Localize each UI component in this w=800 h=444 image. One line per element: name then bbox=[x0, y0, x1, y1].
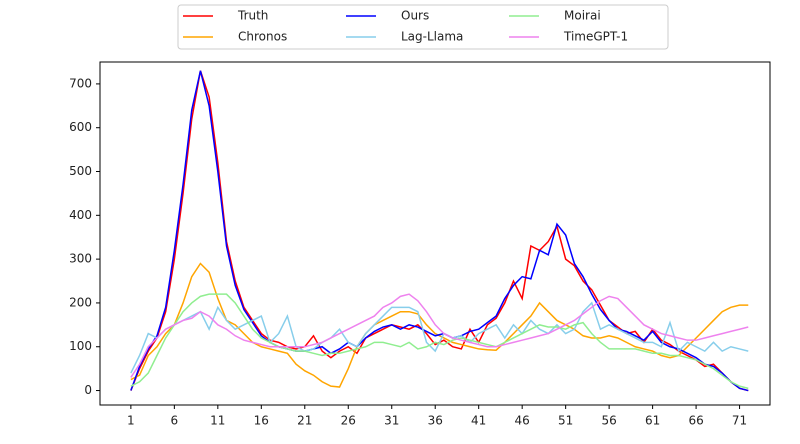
plot-frame bbox=[99, 61, 771, 406]
x-tick-label: 16 bbox=[254, 414, 269, 428]
x-tick-label: 66 bbox=[688, 414, 703, 428]
legend-label: Chronos bbox=[238, 30, 287, 44]
x-tick-label: 11 bbox=[210, 414, 225, 428]
series-line bbox=[130, 262, 749, 388]
x-tick-label: 46 bbox=[515, 414, 530, 428]
legend-label: TimeGPT-1 bbox=[563, 30, 628, 44]
legend-label: Ours bbox=[401, 9, 429, 23]
x-tick-label: 71 bbox=[732, 414, 747, 428]
x-tick-label: 36 bbox=[428, 414, 443, 428]
x-tick-label: 61 bbox=[645, 414, 660, 428]
x-tick-label: 21 bbox=[297, 414, 312, 428]
series-line bbox=[130, 293, 749, 378]
y-tick-label: 700 bbox=[69, 76, 92, 90]
x-tick-label: 56 bbox=[601, 414, 616, 428]
y-tick-label: 500 bbox=[69, 164, 92, 178]
x-tick-label: 51 bbox=[558, 414, 573, 428]
x-tick-label: 6 bbox=[171, 414, 179, 428]
y-tick-label: 600 bbox=[69, 120, 92, 134]
y-tick-label: 0 bbox=[84, 383, 92, 397]
legend-label: Lag-Llama bbox=[401, 30, 463, 44]
series-line bbox=[130, 301, 749, 374]
series-line bbox=[130, 70, 749, 392]
x-tick-label: 26 bbox=[341, 414, 356, 428]
legend: Truth Chronos Ours Lag-Llama Moirai TimeGPT-1 bbox=[183, 9, 628, 44]
x-tick-label: 31 bbox=[384, 414, 399, 428]
x-tick-label: 1 bbox=[127, 414, 135, 428]
legend-box bbox=[177, 4, 669, 50]
series-line bbox=[130, 293, 749, 390]
y-tick-label: 200 bbox=[69, 295, 92, 309]
x-tick-label: 41 bbox=[471, 414, 486, 428]
y-tick-label: 400 bbox=[69, 208, 92, 222]
legend-label: Moirai bbox=[564, 9, 601, 23]
y-tick-label: 300 bbox=[69, 252, 92, 266]
y-tick-label: 100 bbox=[69, 339, 92, 353]
legend-label: Truth bbox=[237, 9, 268, 23]
